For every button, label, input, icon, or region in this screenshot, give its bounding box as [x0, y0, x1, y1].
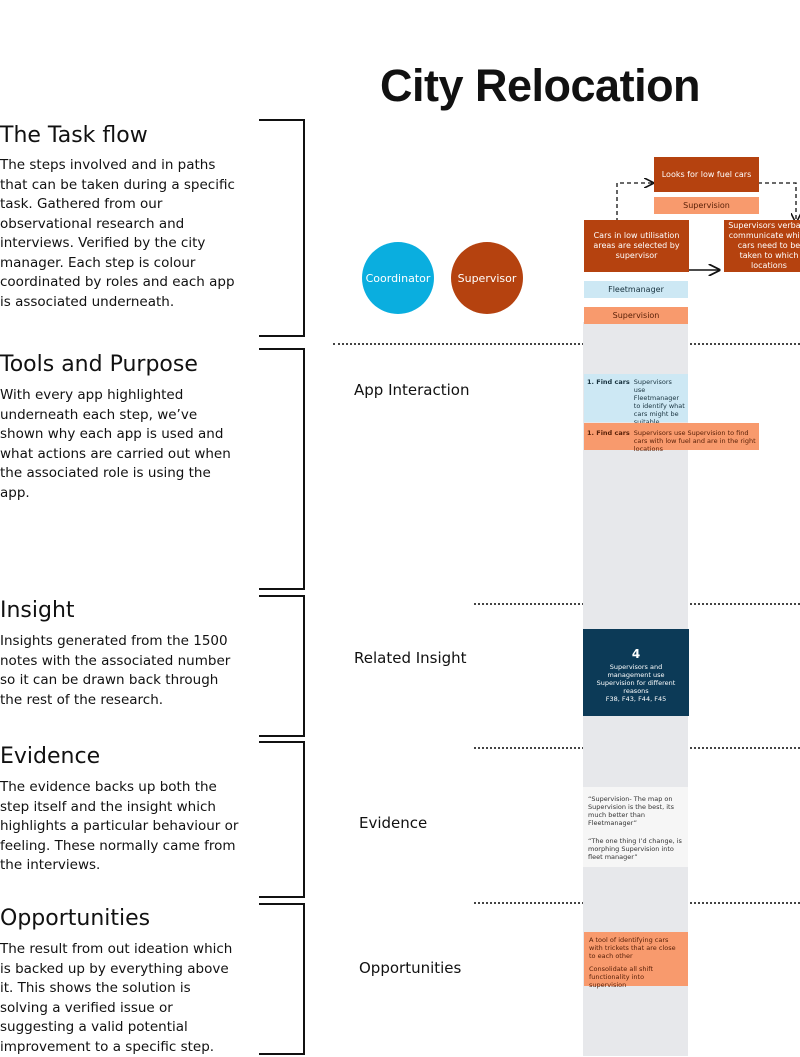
opportunity-item: A tool of identifying cars with trickets…: [589, 936, 676, 960]
row-label-app-interaction: App Interaction: [354, 381, 470, 399]
dashed-arrow-from-top-step: [758, 182, 796, 222]
section-body-task-flow: The steps involved and in paths that can…: [0, 157, 235, 310]
dashed-arrow-to-top-step: [616, 183, 653, 222]
section-body-tools: With every app highlighted underneath ea…: [0, 387, 231, 501]
section-heading-tools: Tools and Purpose: [0, 352, 198, 377]
opportunity-item: Consolidate all shift functionality into…: [589, 965, 654, 989]
evidence-card: “Supervision- The map on Supervision is …: [583, 787, 688, 867]
app-supervision: Supervision: [584, 307, 688, 324]
flow-arrows: [616, 150, 800, 280]
bracket-opportunities: [259, 903, 305, 1055]
insight-text: Supervisors and management use Supervisi…: [596, 663, 676, 695]
evidence-quote: “Supervision- The map on Supervision is …: [588, 795, 674, 827]
page-title: City Relocation: [380, 60, 701, 111]
section-heading-opportunities: Opportunities: [0, 906, 151, 931]
row-label-related-insight: Related Insight: [354, 649, 467, 667]
card-step-label: 1. Find cars: [587, 378, 630, 386]
section-heading-insight: Insight: [0, 598, 75, 623]
card-step-text: Supervisors use Supervision to find cars…: [633, 429, 756, 453]
section-body-insight: Insights generated from the 1500 notes w…: [0, 633, 231, 708]
separator-tools: [333, 343, 800, 345]
bracket-tools: [259, 348, 305, 590]
section-body-evidence: The evidence backs up both the step itse…: [0, 779, 239, 873]
insight-number: 4: [631, 647, 641, 661]
insight-refs: F38, F43, F44, F45: [605, 695, 667, 703]
app-interaction-card-supervision: 1. Find cars Supervisors use Supervision…: [584, 423, 759, 453]
step-verbal-communication: Supervisors verbally communicate which c…: [724, 220, 800, 272]
step-top-app-supervision: Supervision: [654, 197, 759, 214]
evidence-quote: “The one thing I’d change, is morphing S…: [588, 837, 682, 861]
coordinator-role-circle: Coordinator: [362, 242, 434, 314]
section-body-opportunities: The result from out ideation which is ba…: [0, 941, 233, 1055]
insight-card: 4 Supervisors and management use Supervi…: [583, 629, 689, 716]
app-fleetmanager: Fleetmanager: [584, 281, 688, 298]
card-step-label: 1. Find cars: [587, 429, 630, 437]
row-label-opportunities: Opportunities: [359, 959, 462, 977]
step-looks-for-low-fuel: Looks for low fuel cars: [654, 157, 759, 192]
bracket-evidence: [259, 741, 305, 898]
app-interaction-card-fleetmanager: 1. Find cars Supervisors use Fleetmanage…: [584, 374, 688, 442]
bracket-insight: [259, 595, 305, 737]
opportunities-card: A tool of identifying cars with trickets…: [584, 932, 688, 989]
bracket-task-flow: [259, 119, 305, 337]
step-cars-selected: Cars in low utilisation areas are select…: [584, 220, 689, 272]
card-step-text: Supervisors use Fleetmanager to identify…: [633, 378, 685, 442]
section-heading-task-flow: The Task flow: [0, 123, 148, 148]
row-label-evidence: Evidence: [359, 814, 428, 832]
section-heading-evidence: Evidence: [0, 744, 101, 769]
supervisor-role-circle: Supervisor: [451, 242, 523, 314]
